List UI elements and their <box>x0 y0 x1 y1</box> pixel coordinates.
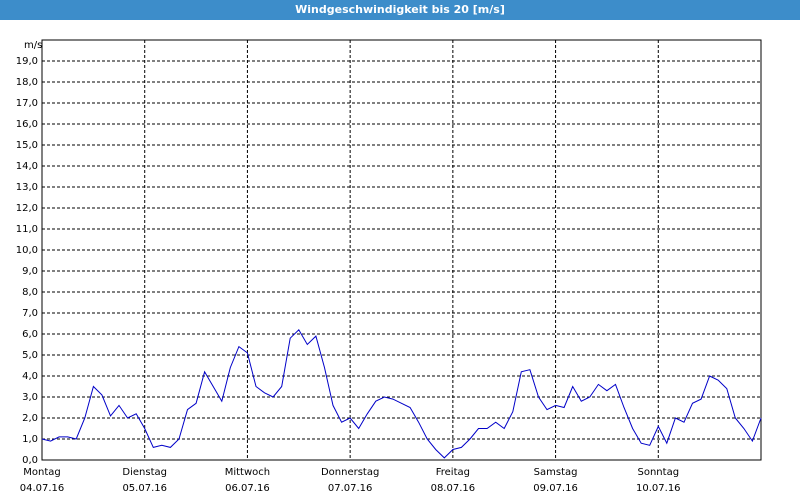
x-tick-date: 09.07.16 <box>533 483 578 494</box>
y-unit: m/s <box>24 40 42 51</box>
y-tick-label: 8,0 <box>22 287 38 298</box>
y-tick-label: 19,0 <box>16 56 38 67</box>
title-bar: Windgeschwindigkeit bis 20 [m/s] <box>0 0 800 20</box>
x-tick-label: Sonntag <box>638 467 680 478</box>
y-tick-label: 15,0 <box>16 140 38 151</box>
plot-frame <box>41 39 762 461</box>
wind-line <box>41 328 762 459</box>
x-tick-date: 08.07.16 <box>431 483 476 494</box>
x-tick-date: 10.07.16 <box>636 483 681 494</box>
x-tick-label: Montag <box>23 467 60 478</box>
y-tick-label: 6,0 <box>22 329 38 340</box>
x-tick-date: 04.07.16 <box>20 483 65 494</box>
y-tick-label: 16,0 <box>16 119 38 130</box>
plot-area <box>42 40 761 460</box>
y-tick-label: 17,0 <box>16 98 38 109</box>
y-tick-label: 3,0 <box>22 392 38 403</box>
y-tick-label: 1,0 <box>22 434 38 445</box>
y-tick-label: 14,0 <box>16 161 38 172</box>
y-tick-label: 5,0 <box>22 350 38 361</box>
x-tick-date: 07.07.16 <box>328 483 373 494</box>
y-tick-label: 13,0 <box>16 182 38 193</box>
chart: m/s 0,0 1,0 2,0 3,0 4,0 5,0 6,0 7,0 8,0 9,0 10,0 11,… <box>16 39 762 494</box>
x-tick-label: Samstag <box>534 467 578 478</box>
y-tick-label: 10,0 <box>16 245 38 256</box>
y-tick-label: 11,0 <box>16 224 38 235</box>
x-tick-label: Donnerstag <box>321 467 379 478</box>
y-tick-label: 0,0 <box>22 455 38 466</box>
y-tick-label: 4,0 <box>22 371 38 382</box>
x-tick-label: Freitag <box>436 467 470 478</box>
y-tick-label: 2,0 <box>22 413 38 424</box>
x-tick-label: Dienstag <box>122 467 167 478</box>
x-tick-label: Mittwoch <box>225 467 270 478</box>
y-tick-label: 9,0 <box>22 266 38 277</box>
y-tick-label: 7,0 <box>22 308 38 319</box>
y-tick-label: 18,0 <box>16 77 38 88</box>
x-tick-date: 05.07.16 <box>122 483 167 494</box>
x-tick-date: 06.07.16 <box>225 483 270 494</box>
y-tick-label: 12,0 <box>16 203 38 214</box>
